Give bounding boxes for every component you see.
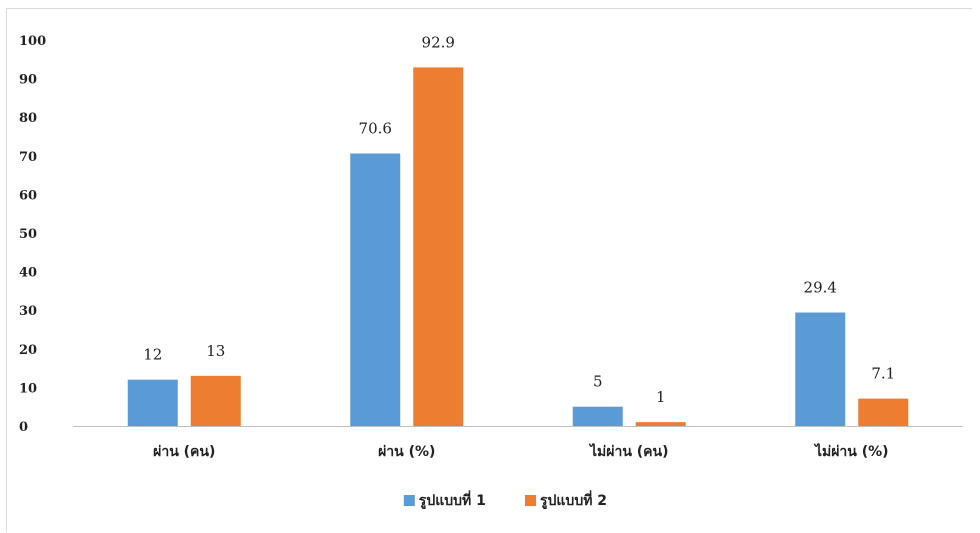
data-label: 29.4	[804, 279, 837, 297]
data-label: 70.6	[359, 119, 392, 137]
bar	[350, 153, 401, 426]
x-tick-label: ไม่ผ่าน (คน)	[588, 442, 669, 460]
x-axis: ผ่าน (คน) ผ่าน (%) ไม่ผ่าน (คน) ไม่ผ่าน (%)	[153, 442, 888, 460]
y-tick-label: 100	[19, 34, 46, 49]
data-labels: 12 13 70.6 92.9 5 1 29.4 7.1	[143, 33, 895, 406]
bar	[127, 379, 178, 426]
legend-label: รูปแบบที่ 2	[540, 490, 607, 509]
data-label: 13	[206, 342, 225, 360]
bar	[635, 422, 686, 426]
legend: รูปแบบที่ 1 รูปแบบที่ 2	[403, 490, 607, 509]
y-tick-label: 0	[19, 420, 28, 435]
bar	[413, 67, 464, 426]
y-tick-label: 70	[19, 150, 37, 165]
data-label: 92.9	[422, 33, 455, 51]
data-label: 5	[593, 373, 603, 391]
y-tick-label: 10	[19, 381, 37, 396]
legend-swatch	[403, 495, 415, 506]
y-tick-label: 20	[19, 343, 37, 358]
y-tick-label: 30	[19, 304, 37, 319]
y-tick-label: 60	[19, 188, 37, 203]
y-tick-label: 90	[19, 73, 37, 88]
bar	[190, 375, 241, 426]
bar	[795, 312, 846, 426]
legend-swatch	[525, 495, 536, 506]
legend-label: รูปแบบที่ 1	[419, 490, 486, 509]
data-label: 7.1	[871, 365, 895, 383]
x-tick-label: ผ่าน (คน)	[153, 444, 215, 460]
y-axis: 0 10 20 30 40 50 60 70 80 90 100	[19, 34, 46, 435]
y-tick-label: 50	[19, 227, 37, 242]
y-tick-label: 80	[19, 111, 37, 126]
x-tick-label: ผ่าน (%)	[378, 444, 435, 460]
data-label: 12	[143, 346, 162, 364]
bars	[127, 67, 909, 426]
bar	[858, 398, 909, 426]
x-tick-label: ไม่ผ่าน (%)	[813, 442, 889, 460]
data-label: 1	[656, 388, 666, 406]
chart-frame	[6, 8, 972, 532]
y-tick-label: 40	[19, 266, 37, 281]
bar	[572, 406, 623, 426]
